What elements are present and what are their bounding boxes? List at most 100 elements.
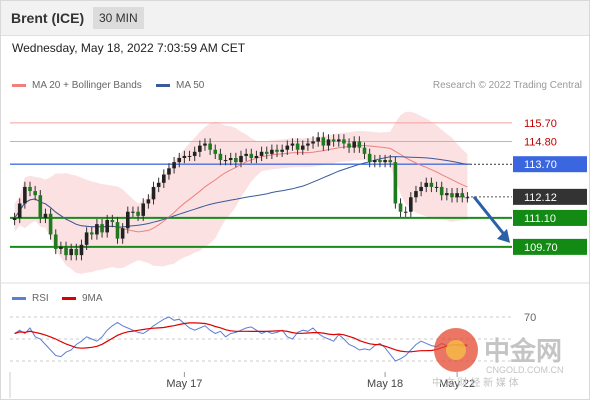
candle-body <box>131 211 135 213</box>
candle-body <box>460 193 465 198</box>
candle-body <box>79 244 84 256</box>
candle-body <box>100 224 104 233</box>
candle-body <box>290 143 295 146</box>
candle-body <box>388 160 393 163</box>
candle-body <box>115 222 120 239</box>
legend-ma50-label: MA 50 <box>176 80 205 91</box>
legend-9ma-label: 9MA <box>82 293 103 304</box>
level-label-box-114.80 <box>513 133 587 150</box>
candle-body <box>182 155 187 158</box>
rsi-ma9-line <box>14 322 468 353</box>
candle-body <box>285 145 290 150</box>
forecast-arrow-head <box>497 228 510 243</box>
candle-body <box>259 151 264 156</box>
candle-body <box>372 160 377 163</box>
candle-body <box>162 174 166 183</box>
candle-body <box>306 143 310 146</box>
candle-body <box>125 211 130 229</box>
candle-body <box>64 246 68 256</box>
candle-body <box>244 153 248 156</box>
candle-body <box>316 137 320 142</box>
candle-body <box>414 191 418 198</box>
candle-body <box>264 151 269 154</box>
level-label-109.70: 109.70 <box>524 242 558 254</box>
candle-body <box>275 149 279 152</box>
candle-body <box>280 149 284 152</box>
candle-body <box>74 248 79 256</box>
candle-body <box>357 141 362 148</box>
candle-body <box>53 234 58 249</box>
watermark-name: 中金网 <box>484 336 562 366</box>
watermark: 中金网 CNGOLD.COM.CN 中 文 财 经 新 媒 体 <box>432 328 564 389</box>
candle-body <box>198 145 202 152</box>
candle-body <box>239 155 243 163</box>
candle-body <box>177 158 182 163</box>
rsi-tick-label: 70 <box>524 312 536 324</box>
rsi-swatch <box>12 297 26 300</box>
watermark-logo-core <box>446 340 466 360</box>
candle-body <box>249 153 254 158</box>
chart-header: Brent (ICE) 30 MIN <box>1 1 589 36</box>
candle-body <box>439 186 444 196</box>
candle-body <box>352 141 357 148</box>
candle-body <box>33 191 37 196</box>
candle-body <box>69 248 73 256</box>
candle-body <box>120 228 125 239</box>
timeframe-button[interactable]: 30 MIN <box>93 7 144 29</box>
level-label-113.70: 113.70 <box>524 159 557 171</box>
candle-body <box>228 158 233 161</box>
candle-body <box>151 186 156 200</box>
chart-credit: Research © 2022 Trading Central <box>432 80 582 91</box>
candle-body <box>342 139 346 144</box>
x-tick-label: May 22 <box>439 378 475 390</box>
candle-body <box>17 203 22 218</box>
candle-body <box>393 162 398 204</box>
level-label-114.80: 114.80 <box>524 136 557 148</box>
level-label-box-111.10 <box>513 209 587 226</box>
candle-body <box>156 182 161 187</box>
legend-9ma: 9MA <box>62 293 103 304</box>
watermark-tagline: 中 文 财 经 新 媒 体 <box>432 376 519 389</box>
ma50-line <box>14 156 468 228</box>
candle-body <box>218 153 223 161</box>
ma50-swatch <box>156 84 170 87</box>
candle-body <box>89 232 94 235</box>
candle-body <box>403 211 408 213</box>
candle-body <box>59 246 63 249</box>
candle-body <box>367 153 372 163</box>
candle-body <box>311 141 315 144</box>
candle-body <box>295 143 300 150</box>
ma9-swatch <box>62 297 76 300</box>
ma20-swatch <box>12 84 26 87</box>
candle-body <box>362 147 367 154</box>
candle-body <box>223 160 228 162</box>
candle-body <box>167 168 171 175</box>
candle-body <box>208 143 212 150</box>
candle-body <box>331 139 336 142</box>
level-label-115.70: 115.70 <box>524 118 557 130</box>
candle-body <box>326 139 331 146</box>
candle-body <box>300 145 305 150</box>
chart-timestamp: Wednesday, May 18, 2022 7:03:59 AM CET <box>12 41 246 55</box>
candle-body <box>95 224 99 235</box>
candle-body <box>192 151 197 156</box>
legend-rsi-label: RSI <box>32 293 49 304</box>
candle-body <box>38 195 43 218</box>
candle-body <box>383 160 387 163</box>
candle-body <box>203 143 207 146</box>
level-label-box-113.70 <box>513 156 587 173</box>
candle-body <box>450 193 454 198</box>
candle-body <box>28 186 32 192</box>
candle-body <box>110 220 115 223</box>
candle-body <box>48 213 53 235</box>
candle-body <box>213 149 218 154</box>
instrument-title: Brent (ICE) <box>11 10 85 26</box>
level-label-box-115.70 <box>513 114 587 131</box>
candle-body <box>187 155 192 157</box>
legend-ma50: MA 50 <box>156 80 204 91</box>
candle-body <box>84 232 89 245</box>
legend-rsi: RSI <box>12 293 49 304</box>
candle-body <box>12 217 17 220</box>
candle-body <box>105 220 110 233</box>
candle-body <box>419 186 423 192</box>
